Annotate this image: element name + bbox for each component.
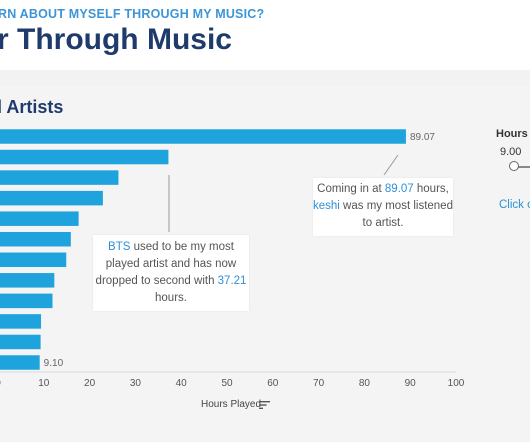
hours-played-slider-track[interactable] [510,166,530,168]
x-tick-label: 50 [221,378,233,389]
x-tick-label: 40 [176,378,188,389]
x-tick-label: 60 [267,378,279,389]
sort-descending-icon[interactable] [259,400,270,410]
keshi-annotation-connector [383,154,399,176]
x-tick-label: 0 [0,378,1,389]
x-tick-label: 30 [130,378,142,389]
keshi-annotation-hours: 89.07 [384,183,414,195]
bar-10[interactable] [0,314,42,329]
hours-played-slider-handle[interactable] [509,161,519,171]
x-tick-label: 100 [448,378,465,389]
dashboard-question: RN ABOUT MYSELF THROUGH MY MUSIC? [0,7,265,21]
keshi-annotation-post: was my most listened to artist. [339,200,453,229]
bar-value-label: 9.10 [44,358,64,369]
bts-annotation-artist: BTS [108,241,131,253]
bar-11[interactable] [0,334,41,350]
x-tick-label: 80 [359,378,371,389]
x-tick-label: 10 [38,378,50,389]
bar-2[interactable] [0,149,169,165]
bts-annotation-pre: used to be my most played artist and has… [95,241,237,287]
bar-3[interactable] [0,170,119,185]
bar-1[interactable] [0,129,406,144]
x-tick-label: 90 [405,378,417,389]
bts-annotation: BTS used to be my most played artist and… [93,235,249,311]
click-instruction-link[interactable]: Click o [499,199,530,211]
bar-12[interactable] [0,355,40,370]
bar-6[interactable] [0,231,71,247]
bar-value-label: 89.07 [410,132,435,143]
hours-played-filter-value: 9.00 [500,146,522,158]
chart-title: l Artists [0,97,64,117]
dashboard-header: RN ABOUT MYSELF THROUGH MY MUSIC? r Thro… [0,0,530,70]
bar-7[interactable] [0,252,67,268]
keshi-annotation-pre: Coming in at [317,183,385,195]
dashboard-title: r Through Music [0,23,232,56]
bts-annotation-hours: 37.21 [217,275,247,287]
keshi-annotation-mid: hours, [413,183,449,195]
x-tick-label: 20 [84,378,96,389]
keshi-annotation-artist: keshi [313,200,340,212]
bar-4[interactable] [0,190,103,206]
x-axis-title: Hours Played [201,399,262,410]
hours-played-filter-title: Hours P [496,128,530,140]
bar-9[interactable] [0,293,53,309]
bts-annotation-post: hours. [155,292,187,304]
bar-5[interactable] [0,211,79,226]
x-tick-label: 70 [313,378,325,389]
chart-area-background [0,86,530,442]
bar-8[interactable] [0,273,55,288]
keshi-annotation: Coming in at 89.07 hours, keshi was my m… [313,178,453,236]
